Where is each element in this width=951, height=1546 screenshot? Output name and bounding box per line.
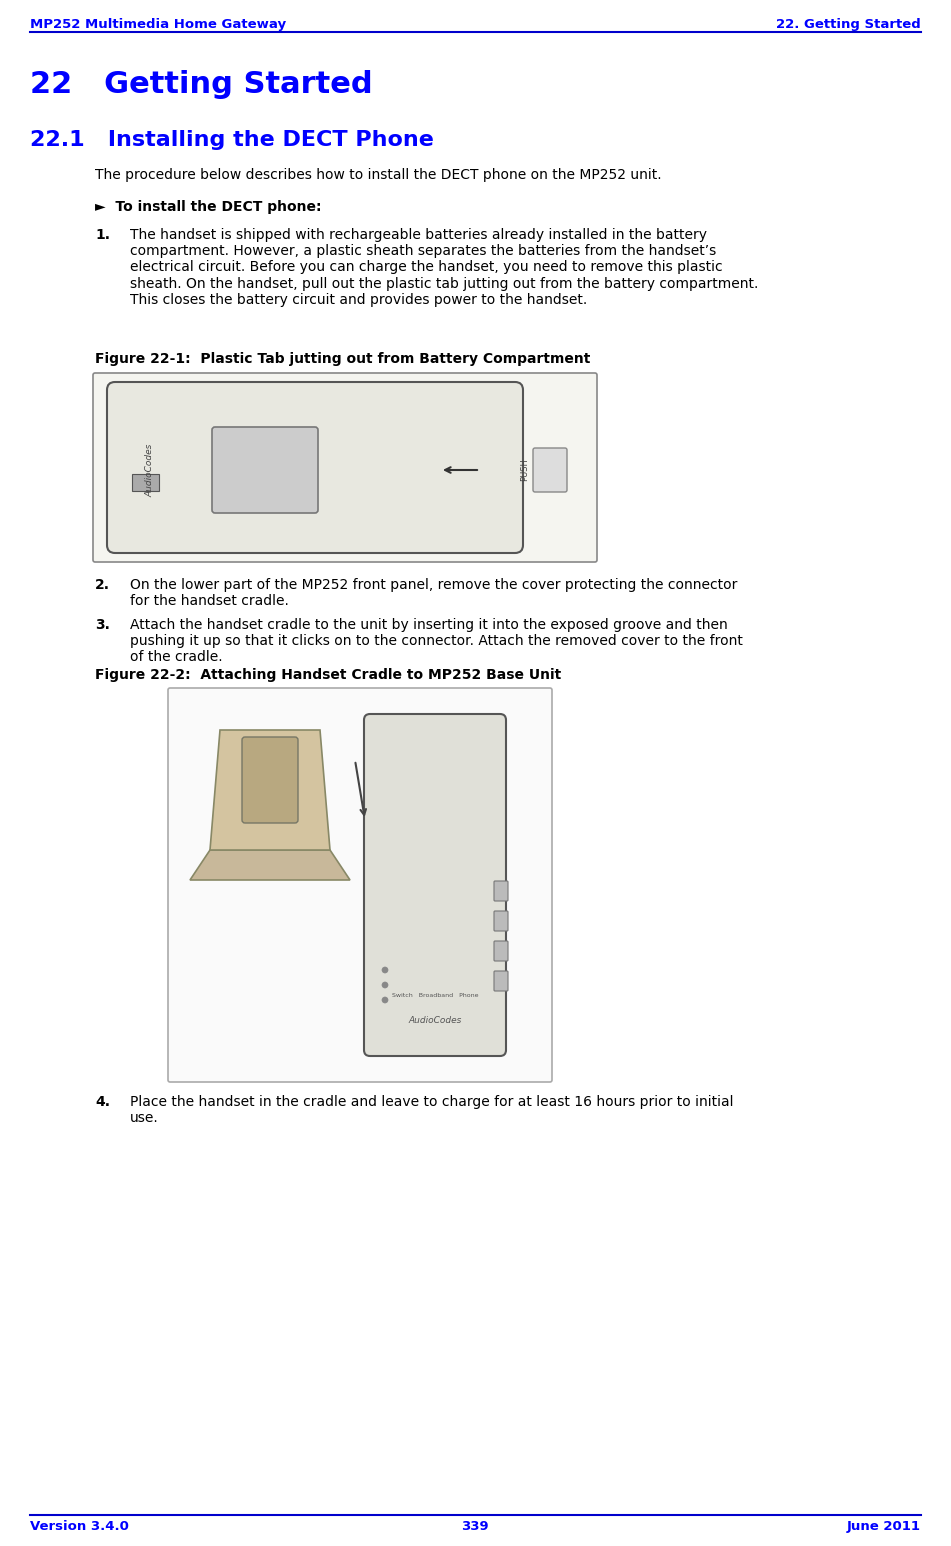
- Text: 4.: 4.: [95, 1095, 110, 1108]
- Text: ►  To install the DECT phone:: ► To install the DECT phone:: [95, 199, 321, 213]
- Text: Figure 22-1:  Plastic Tab jutting out from Battery Compartment: Figure 22-1: Plastic Tab jutting out fro…: [95, 352, 591, 366]
- Text: 22. Getting Started: 22. Getting Started: [776, 19, 921, 31]
- FancyBboxPatch shape: [494, 942, 508, 962]
- FancyBboxPatch shape: [242, 737, 298, 822]
- Text: 1.: 1.: [95, 227, 110, 243]
- FancyBboxPatch shape: [364, 714, 506, 1056]
- Text: MP252 Multimedia Home Gateway: MP252 Multimedia Home Gateway: [30, 19, 286, 31]
- Text: AudioCodes: AudioCodes: [146, 444, 154, 496]
- FancyBboxPatch shape: [494, 971, 508, 991]
- Text: The procedure below describes how to install the DECT phone on the MP252 unit.: The procedure below describes how to ins…: [95, 169, 662, 182]
- Text: Version 3.4.0: Version 3.4.0: [30, 1520, 129, 1534]
- Circle shape: [382, 997, 388, 1003]
- Circle shape: [382, 966, 388, 972]
- Text: Switch   Broadband   Phone: Switch Broadband Phone: [392, 993, 478, 997]
- Text: The handset is shipped with rechargeable batteries already installed in the batt: The handset is shipped with rechargeable…: [130, 227, 758, 306]
- FancyBboxPatch shape: [107, 382, 523, 553]
- FancyBboxPatch shape: [132, 475, 159, 492]
- Text: 3.: 3.: [95, 618, 110, 632]
- FancyBboxPatch shape: [494, 911, 508, 931]
- FancyBboxPatch shape: [168, 688, 552, 1082]
- FancyBboxPatch shape: [494, 881, 508, 901]
- FancyBboxPatch shape: [93, 373, 597, 563]
- Text: 22.1   Installing the DECT Phone: 22.1 Installing the DECT Phone: [30, 130, 434, 150]
- Polygon shape: [210, 730, 330, 850]
- FancyBboxPatch shape: [212, 427, 318, 513]
- Circle shape: [382, 982, 388, 988]
- Text: 22   Getting Started: 22 Getting Started: [30, 70, 373, 99]
- Text: Figure 22-2:  Attaching Handset Cradle to MP252 Base Unit: Figure 22-2: Attaching Handset Cradle to…: [95, 668, 561, 682]
- Text: On the lower part of the MP252 front panel, remove the cover protecting the conn: On the lower part of the MP252 front pan…: [130, 578, 737, 608]
- Polygon shape: [190, 850, 350, 880]
- Text: AudioCodes: AudioCodes: [408, 1016, 461, 1025]
- FancyBboxPatch shape: [533, 448, 567, 492]
- Text: Attach the handset cradle to the unit by inserting it into the exposed groove an: Attach the handset cradle to the unit by…: [130, 618, 743, 665]
- Text: Place the handset in the cradle and leave to charge for at least 16 hours prior : Place the handset in the cradle and leav…: [130, 1095, 733, 1125]
- Text: 339: 339: [461, 1520, 489, 1534]
- Text: PUSH: PUSH: [520, 459, 529, 481]
- Text: 2.: 2.: [95, 578, 110, 592]
- Text: June 2011: June 2011: [847, 1520, 921, 1534]
